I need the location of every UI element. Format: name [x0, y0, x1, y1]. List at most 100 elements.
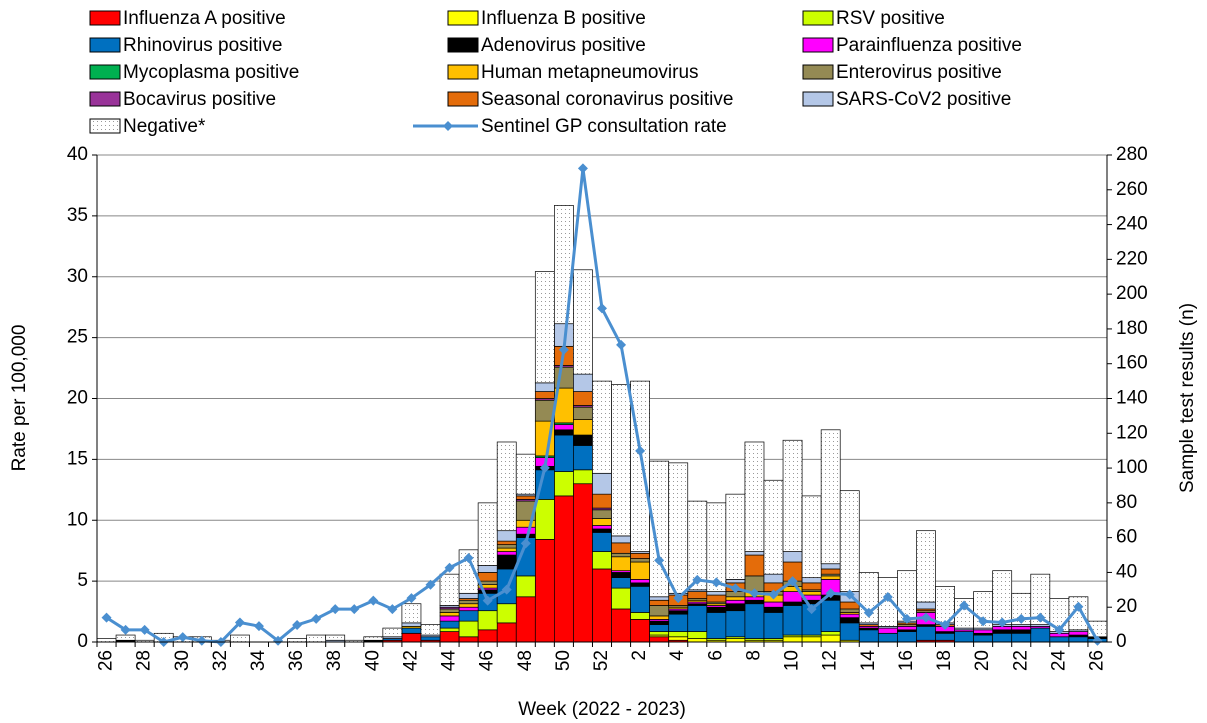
line-marker — [482, 595, 493, 606]
bar-segment — [534, 499, 555, 540]
bar-segment — [363, 636, 384, 641]
bar-segment — [496, 530, 517, 542]
bar-segment — [687, 591, 708, 599]
bar-segment — [782, 605, 803, 636]
y2-tick-label: 280 — [1116, 144, 1148, 165]
bar-segment — [573, 445, 593, 471]
bar-segment — [458, 603, 479, 608]
bar-segment — [725, 638, 746, 643]
bar-segment — [573, 391, 593, 406]
bar-segment — [744, 599, 765, 605]
bar-segment — [115, 634, 136, 641]
line-marker — [768, 589, 779, 600]
line-marker — [616, 339, 627, 350]
legend-swatch — [802, 10, 834, 26]
bar-segment — [801, 636, 822, 643]
legend-swatch — [89, 118, 121, 134]
x-tick-label: 14 — [858, 650, 879, 672]
bar-segment — [477, 610, 498, 631]
bar-segment — [820, 563, 841, 570]
bar-segment — [230, 634, 250, 643]
bar-segment — [554, 434, 574, 472]
bar-segment — [592, 525, 612, 530]
line-marker — [730, 583, 741, 594]
bar-segment — [630, 561, 650, 580]
legend-label: Negative* — [123, 116, 206, 137]
bar-segment — [592, 532, 612, 552]
x-tick-label: 52 — [591, 650, 612, 671]
line-marker — [863, 607, 874, 618]
bar-segment — [916, 625, 936, 641]
bar-segment — [649, 624, 670, 632]
bar-segment — [1011, 629, 1032, 634]
bar-segment — [439, 627, 460, 632]
bar-segment — [744, 554, 765, 577]
bar-segment — [649, 620, 670, 625]
bar-segment — [725, 603, 746, 612]
bar-segment — [649, 636, 670, 643]
bar-segment — [820, 599, 841, 632]
legend-swatch — [89, 37, 121, 53]
x-tick-label: 16 — [896, 650, 917, 671]
y2-tick-label: 160 — [1116, 353, 1148, 374]
bar-segment — [839, 613, 860, 619]
bar-segment — [801, 495, 822, 578]
line-marker — [101, 612, 112, 623]
line-marker — [920, 612, 931, 623]
bar-segment — [611, 542, 631, 554]
x-tick-label: 20 — [972, 650, 993, 671]
x-tick-label: 8 — [743, 650, 764, 661]
bar-segment — [611, 572, 631, 578]
y2-tick-label: 240 — [1116, 214, 1148, 235]
bar-segment — [477, 572, 498, 582]
bar-segment — [725, 493, 746, 580]
bar-segment — [496, 547, 517, 552]
line-marker — [425, 579, 436, 590]
bar-segment — [1068, 636, 1089, 643]
bar-segment — [573, 373, 593, 392]
bar-segment — [877, 632, 898, 643]
x-tick-label: 28 — [134, 650, 155, 671]
x-tick-label: 2 — [629, 650, 650, 661]
y-tick-label: 40 — [67, 144, 88, 165]
x-tick-label: 26 — [96, 650, 117, 671]
bar-segment — [916, 601, 936, 610]
line-marker — [196, 635, 207, 646]
bar-segment — [1030, 627, 1051, 643]
x-tick-label: 38 — [324, 650, 345, 671]
line-marker — [539, 462, 550, 473]
y-tick-label: 5 — [77, 570, 88, 591]
legend-swatch — [802, 64, 834, 80]
bar-segment — [935, 632, 955, 641]
line-marker — [1073, 601, 1084, 612]
bar-segment — [744, 441, 765, 552]
bar-segment — [706, 591, 727, 596]
bar-segment — [515, 575, 536, 598]
legend-swatch — [89, 91, 121, 107]
line-marker — [978, 616, 989, 627]
bar-segment — [592, 551, 612, 570]
bar-segment — [534, 271, 555, 384]
bar-segment — [630, 582, 650, 587]
bar-segment — [916, 530, 936, 603]
y-tick-label: 20 — [67, 388, 88, 409]
bar-segment — [839, 490, 860, 592]
bar-segment — [477, 629, 498, 643]
bar-segment — [839, 601, 860, 610]
bar-segment — [630, 579, 650, 584]
bar-segment — [401, 632, 422, 643]
y2-axis-title: Sample test results (n) — [1177, 303, 1198, 493]
bar-segment — [477, 502, 498, 566]
legend-swatch — [802, 91, 834, 107]
bar-segment — [820, 631, 841, 636]
bar-segment — [630, 612, 650, 620]
bar-segment — [782, 601, 803, 606]
bar-segment — [439, 612, 460, 617]
bar-segment — [382, 627, 403, 638]
line-marker — [463, 552, 474, 563]
line-marker — [901, 613, 912, 624]
legend-swatch — [443, 121, 453, 131]
bar-segment — [649, 596, 670, 601]
legend-label: Enterovirus positive — [836, 62, 1002, 83]
